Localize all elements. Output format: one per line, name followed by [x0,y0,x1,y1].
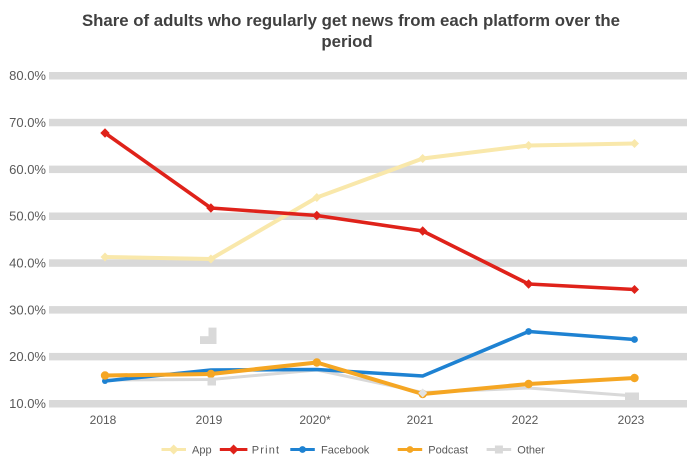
svg-text:Other: Other [517,445,545,457]
svg-text:2020*: 2020* [299,413,331,427]
svg-text:80.0%: 80.0% [9,68,46,83]
svg-text:60.0%: 60.0% [9,162,46,177]
svg-text:50.0%: 50.0% [9,209,46,224]
svg-text:2019: 2019 [196,413,223,427]
svg-text:period: period [321,32,372,51]
svg-text:30.0%: 30.0% [9,302,46,317]
svg-text:App: App [192,445,212,457]
svg-text:Share of adults who regularly: Share of adults who regularly get news f… [82,11,620,30]
svg-text:2021: 2021 [407,413,434,427]
svg-text:70.0%: 70.0% [9,115,46,130]
svg-text:Print: Print [252,445,281,457]
svg-text:40.0%: 40.0% [9,256,46,271]
svg-text:2022: 2022 [512,413,539,427]
svg-text:10.0%: 10.0% [9,396,46,411]
svg-text:Podcast: Podcast [428,445,468,457]
svg-text:20.0%: 20.0% [9,349,46,364]
svg-text:2018: 2018 [90,413,117,427]
svg-text:Facebook: Facebook [321,445,370,457]
svg-text:2023: 2023 [618,413,645,427]
